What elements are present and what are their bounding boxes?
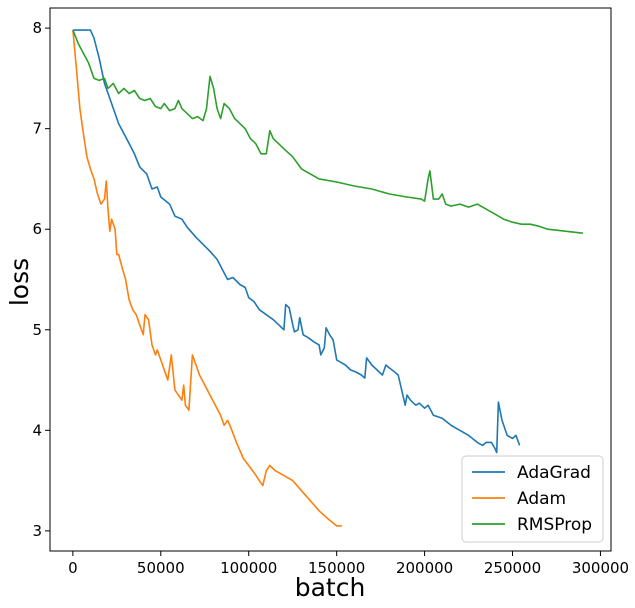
y-tick-label: 3: [32, 522, 42, 540]
y-tick-label: 4: [32, 421, 42, 439]
y-tick-label: 8: [32, 19, 42, 37]
series-lines: [72, 29, 583, 527]
y-axis-label: loss: [5, 258, 34, 306]
legend-label-adagrad: AdaGrad: [517, 463, 591, 483]
x-tick-label: 300000: [572, 559, 629, 577]
x-tick-label: 150000: [308, 559, 365, 577]
series-line-rmsprop: [72, 29, 583, 234]
legend-box: [461, 455, 604, 543]
series-line-adam: [72, 30, 342, 527]
legend-label-rmsprop: RMSProp: [517, 515, 592, 535]
y-axis-ticks: 3 4 5 6 7 8: [32, 19, 50, 540]
x-tick-label: 100000: [220, 559, 277, 577]
x-tick-label: 0: [68, 559, 78, 577]
y-tick-label: 7: [32, 120, 42, 138]
x-axis-ticks: 0 50000 100000 150000 200000 250000 300000: [68, 551, 629, 577]
y-tick-label: 6: [32, 220, 42, 238]
x-tick-label: 200000: [396, 559, 453, 577]
x-tick-label: 250000: [484, 559, 541, 577]
x-tick-label: 50000: [137, 559, 185, 577]
x-axis-label: batch: [295, 573, 366, 602]
series-line-adagrad: [72, 29, 521, 454]
legend-label-adam: Adam: [517, 489, 566, 509]
legend: AdaGrad Adam RMSProp: [461, 455, 604, 543]
y-tick-label: 5: [32, 321, 42, 339]
